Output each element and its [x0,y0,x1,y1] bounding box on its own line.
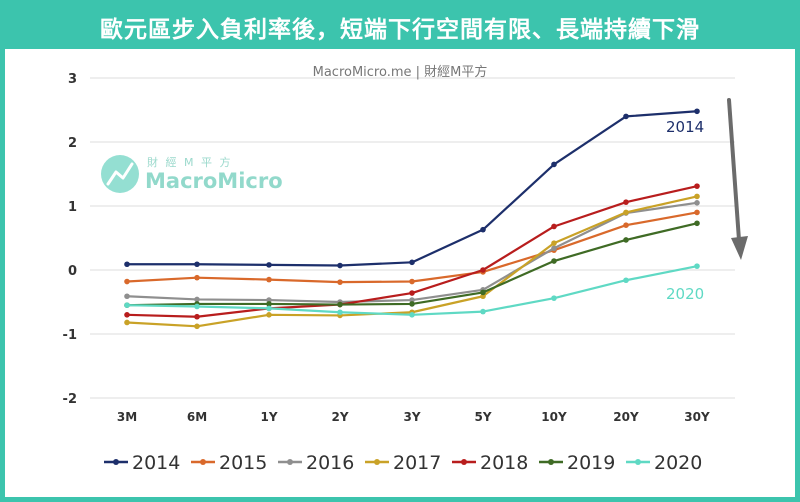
data-point-2020 [194,303,200,310]
data-point-2015 [623,222,629,228]
x-tick-label: 1Y [260,410,277,424]
data-point-2019 [480,289,486,296]
data-point-2014 [337,262,343,269]
data-point-2020 [551,295,557,301]
data-point-2020 [266,305,272,312]
legend-label-2017: 2017 [393,452,441,474]
legend-marker-2020 [635,459,641,465]
data-point-2020 [480,308,486,315]
data-point-2016 [266,297,272,303]
data-point-2019 [551,258,557,264]
data-point-2018 [551,223,557,230]
data-point-2019 [409,301,415,307]
y-tick-label: 2 [68,136,77,151]
data-point-2015 [266,276,272,283]
data-point-2017 [623,209,629,216]
data-point-2018 [124,312,130,318]
legend-label-2015: 2015 [219,452,267,474]
data-point-2014 [266,262,272,268]
annotation-2020: 2020 [666,285,704,303]
y-tick-label: 0 [68,264,77,279]
data-point-2018 [409,290,415,296]
data-point-2020 [409,312,415,318]
data-point-2020 [337,309,343,316]
data-point-2014 [551,161,557,168]
data-point-2017 [480,293,486,300]
title-bar: 歐元區步入負利率後，短端下行空間有限、長端持續下滑 [5,5,795,49]
data-point-2018 [623,199,629,205]
data-point-2017 [694,193,700,200]
legend-label-2014: 2014 [132,452,180,474]
series-line-2015 [126,211,698,284]
data-point-2014 [194,261,200,268]
logo-cn-text: 財 經 M 平 方 [147,155,232,169]
trend-arrow-shaft [727,98,741,242]
data-point-2015 [694,209,700,216]
x-tick-label: 10Y [541,410,567,424]
x-tick-label: 6M [187,410,207,424]
data-point-2016 [409,297,415,303]
data-point-2014 [124,261,130,268]
legend-marker-2019 [548,459,554,465]
data-point-2015 [409,278,415,285]
legend-label-2020: 2020 [654,452,702,474]
data-point-2014 [694,108,700,115]
data-point-2020 [623,277,629,284]
data-point-2017 [266,312,272,318]
legend-marker-2015 [200,459,206,465]
data-point-2016 [694,200,700,206]
x-tick-label: 30Y [684,410,710,424]
logo-chart-icon [106,162,134,186]
data-point-2016 [124,293,130,300]
data-point-2015 [124,278,130,285]
x-tick-label: 3Y [403,410,420,424]
data-point-2015 [337,279,343,285]
chart-title: 歐元區步入負利率後，短端下行空間有限、長端持續下滑 [100,17,700,43]
y-tick-label: -2 [63,392,77,407]
data-point-2020 [124,302,130,309]
x-tick-label: 20Y [613,410,639,424]
legend-label-2016: 2016 [306,452,354,474]
data-point-2014 [480,226,486,233]
legend-marker-2018 [461,459,467,465]
y-tick-label: 3 [68,72,77,87]
y-tick-label: -1 [63,328,77,343]
x-tick-label: 2Y [331,410,348,424]
data-point-2014 [623,113,629,120]
data-point-2019 [694,220,700,227]
trend-arrow-icon [731,236,748,260]
legend-label-2018: 2018 [480,452,528,474]
data-point-2017 [551,240,557,246]
x-tick-label: 3M [117,410,137,424]
data-point-2019 [337,301,343,308]
data-point-2015 [194,274,200,281]
data-point-2014 [409,259,415,266]
legend-marker-2014 [113,459,119,465]
data-point-2018 [694,183,700,189]
legend-label-2019: 2019 [567,452,615,474]
data-point-2019 [266,301,272,307]
data-point-2017 [124,319,130,326]
data-point-2019 [623,237,629,243]
logo-en-text: MacroMicro [145,169,283,193]
y-tick-label: 1 [68,200,77,215]
data-point-2016 [194,296,200,303]
data-point-2018 [194,313,200,320]
x-tick-label: 5Y [474,410,491,424]
annotation-2014: 2014 [666,118,704,136]
legend-marker-2016 [287,459,293,465]
legend-marker-2017 [374,459,380,465]
data-point-2020 [694,263,700,269]
data-point-2017 [194,323,200,330]
data-point-2016 [551,245,557,252]
source-label: MacroMicro.me | 財經M平方 [313,64,488,80]
data-point-2018 [480,267,486,273]
